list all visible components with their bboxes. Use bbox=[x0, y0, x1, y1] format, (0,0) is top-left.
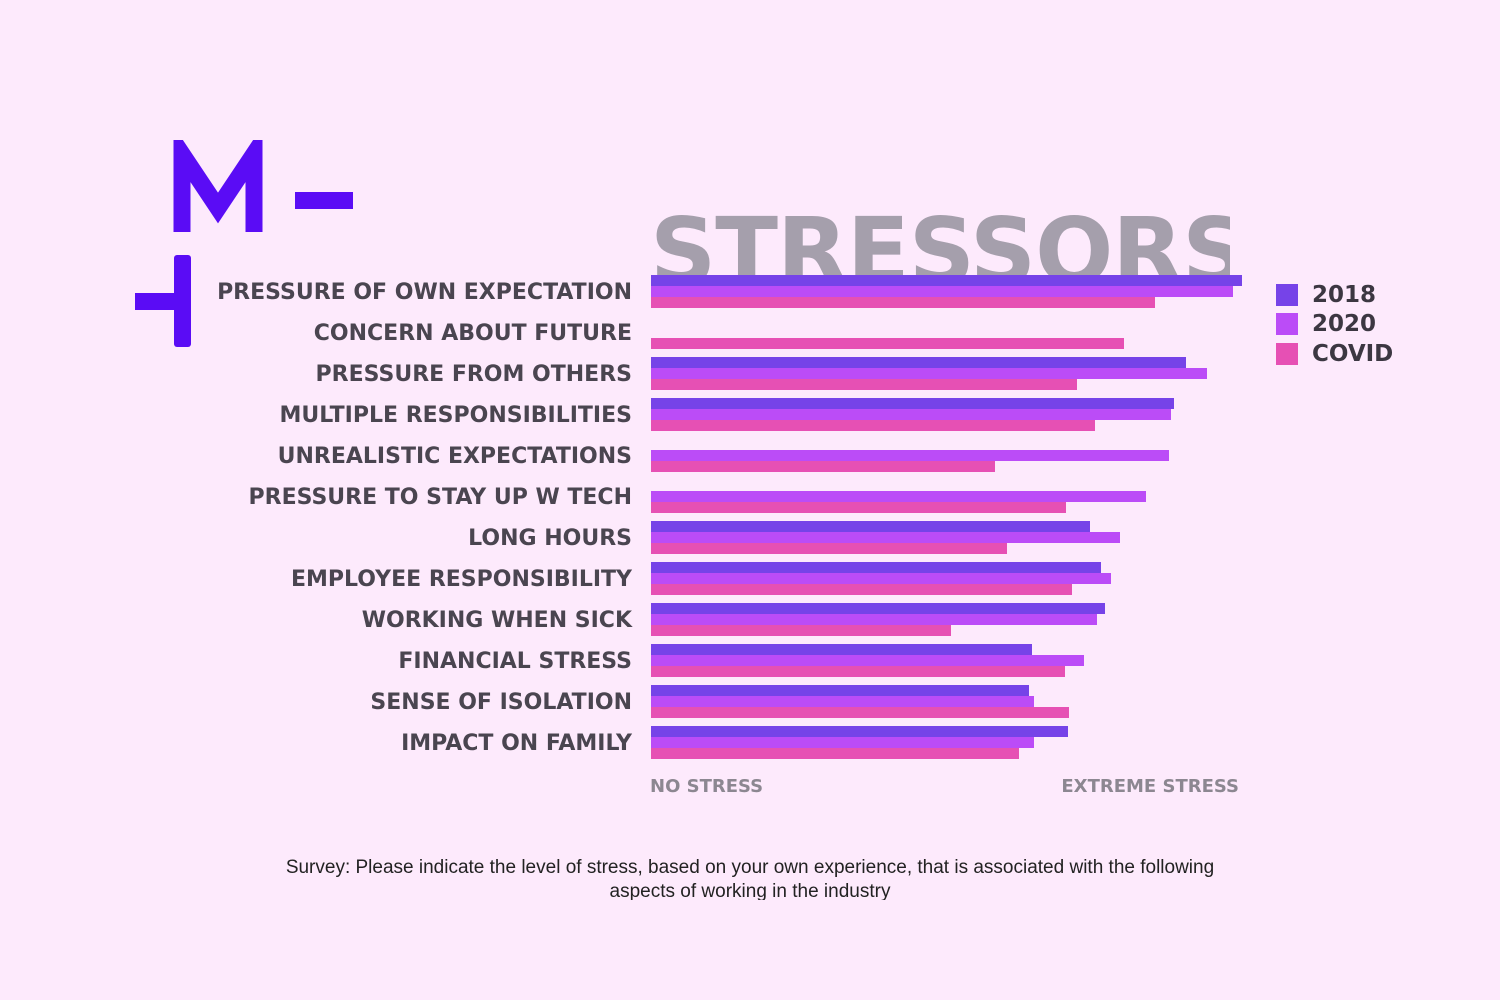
category-label: MULTIPLE RESPONSIBILITIES bbox=[279, 403, 632, 428]
bar-2020 bbox=[651, 491, 1147, 502]
bar-2018 bbox=[651, 357, 1186, 368]
bar-2018 bbox=[651, 685, 1030, 696]
bar-covid bbox=[651, 707, 1070, 718]
axis-min-label: NO STRESS bbox=[650, 776, 764, 797]
logo-bar-vertical bbox=[174, 255, 191, 347]
bar-2018 bbox=[651, 521, 1090, 532]
category-label: LONG HOURS bbox=[468, 526, 632, 551]
logo-glyph bbox=[135, 140, 353, 347]
legend-swatch bbox=[1276, 283, 1298, 306]
category-label: SENSE OF ISOLATION bbox=[370, 690, 632, 715]
chart-title: STRESSORS bbox=[650, 200, 1230, 276]
category-label: PRESSURE OF OWN EXPECTATION bbox=[217, 280, 632, 305]
bar-covid bbox=[651, 379, 1077, 390]
legend-label: 2020 bbox=[1312, 311, 1377, 338]
bar-covid bbox=[651, 748, 1020, 759]
bar-2020 bbox=[651, 368, 1207, 379]
bar-covid bbox=[651, 584, 1073, 595]
axis-max-label: EXTREME STRESS bbox=[1061, 776, 1239, 797]
bar-covid bbox=[651, 338, 1124, 349]
bar-2020 bbox=[651, 655, 1084, 666]
bar-2020 bbox=[651, 409, 1172, 420]
category-label: UNREALISTIC EXPECTATIONS bbox=[277, 444, 632, 469]
bar-2020 bbox=[651, 737, 1034, 748]
legend-item: 2020 bbox=[1276, 310, 1393, 340]
legend-label: 2018 bbox=[1312, 281, 1377, 308]
bar-2020 bbox=[651, 286, 1234, 297]
category-label: PRESSURE FROM OTHERS bbox=[315, 362, 632, 387]
bar-2018 bbox=[651, 562, 1102, 573]
survey-caption: Survey: Please indicate the level of str… bbox=[285, 857, 1215, 900]
bar-2020 bbox=[651, 573, 1111, 584]
bar-2018 bbox=[651, 726, 1068, 737]
bar-2018 bbox=[651, 644, 1033, 655]
bar-2020 bbox=[651, 614, 1098, 625]
bar-covid bbox=[651, 297, 1156, 308]
legend-swatch bbox=[1276, 313, 1298, 336]
chart-legend: 2018 2020 COVID bbox=[1276, 280, 1393, 369]
logo-dash bbox=[295, 192, 353, 209]
brand-logo bbox=[135, 140, 353, 347]
category-label: WORKING WHEN SICK bbox=[361, 608, 632, 633]
logo-bar-horizontal bbox=[135, 293, 185, 310]
legend-item: COVID bbox=[1276, 339, 1393, 369]
bar-covid bbox=[651, 461, 995, 472]
logo-m-stroke bbox=[173, 140, 263, 232]
bar-covid bbox=[651, 420, 1096, 431]
category-label: CONCERN ABOUT FUTURE bbox=[313, 321, 632, 346]
bar-covid bbox=[651, 666, 1065, 677]
category-label: FINANCIAL STRESS bbox=[398, 649, 632, 674]
bar-covid bbox=[651, 502, 1067, 513]
bar-2018 bbox=[651, 398, 1175, 409]
category-label: PRESSURE TO STAY UP W TECH bbox=[248, 485, 632, 510]
category-label: EMPLOYEE RESPONSIBILITY bbox=[290, 567, 632, 592]
bar-2020 bbox=[651, 696, 1034, 707]
bar-covid bbox=[651, 625, 952, 636]
bar-2020 bbox=[651, 532, 1120, 543]
bar-2018 bbox=[651, 603, 1105, 614]
category-label: IMPACT ON FAMILY bbox=[401, 731, 632, 756]
bar-2020 bbox=[651, 450, 1170, 461]
legend-item: 2018 bbox=[1276, 280, 1393, 310]
bar-2018 bbox=[651, 275, 1242, 286]
legend-label: COVID bbox=[1312, 340, 1394, 367]
bar-covid bbox=[651, 543, 1007, 554]
legend-swatch bbox=[1276, 342, 1298, 365]
